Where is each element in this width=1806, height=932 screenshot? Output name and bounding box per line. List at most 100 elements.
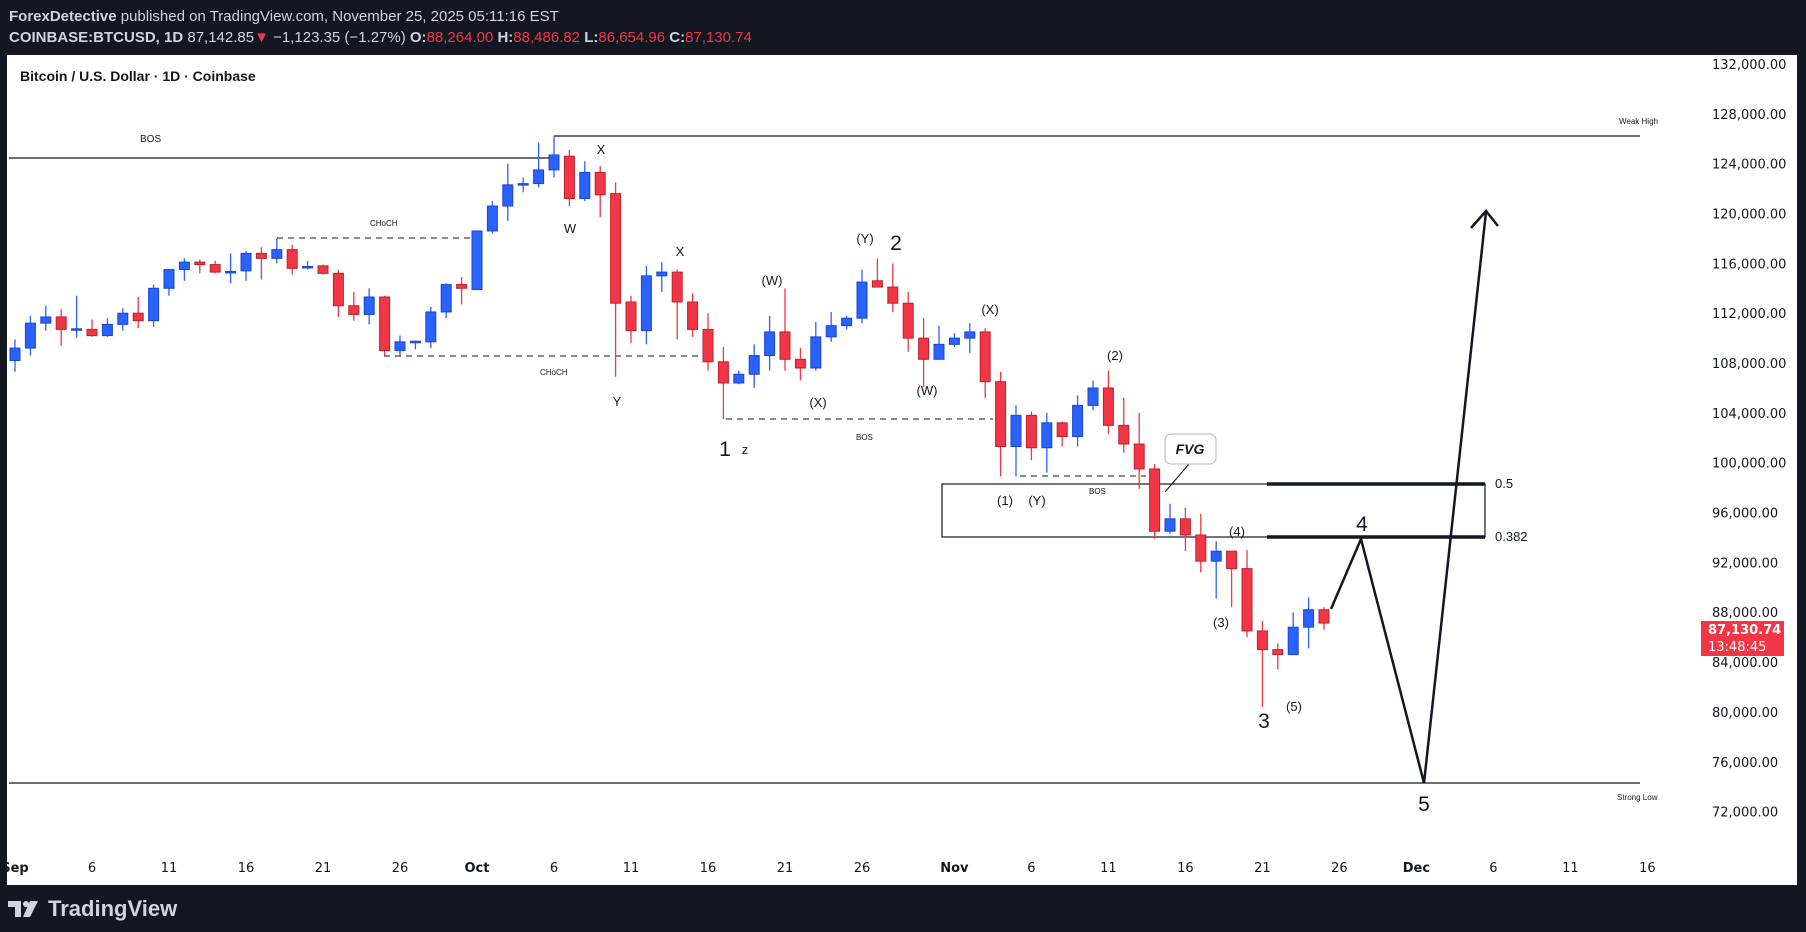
candle[interactable] xyxy=(548,136,560,178)
candle[interactable] xyxy=(286,244,298,275)
date-tick-label: 11 xyxy=(161,861,178,876)
author-name[interactable]: ForexDetective xyxy=(9,8,117,25)
time-axis[interactable]: Sep 6 11 16 21 26 Oct 6 11 16 21 26 Nov 6 11 16 21 26 Dec 6… xyxy=(7,861,1656,876)
price-axis[interactable]: 132,000.00 128,000.00 124,000.00 120,000.00… xyxy=(1712,58,1786,821)
candle[interactable] xyxy=(348,292,360,321)
candle[interactable] xyxy=(517,177,529,193)
candle[interactable] xyxy=(856,269,868,324)
candle[interactable] xyxy=(1025,411,1037,461)
candle[interactable] xyxy=(209,260,221,274)
candle[interactable] xyxy=(40,305,52,331)
candle[interactable] xyxy=(1241,549,1253,638)
candle[interactable] xyxy=(995,371,1007,477)
candle[interactable] xyxy=(1318,607,1330,630)
candle[interactable] xyxy=(302,260,314,270)
candle[interactable] xyxy=(440,283,452,319)
candle[interactable] xyxy=(563,149,575,207)
candle[interactable] xyxy=(579,161,591,202)
candle[interactable] xyxy=(178,258,190,281)
candle[interactable] xyxy=(1272,643,1284,670)
candle[interactable] xyxy=(1041,412,1053,473)
candle[interactable] xyxy=(1072,395,1084,447)
candle[interactable] xyxy=(1149,463,1161,539)
candle[interactable] xyxy=(717,346,729,420)
candle[interactable] xyxy=(594,166,606,218)
candle[interactable] xyxy=(55,309,67,346)
candle[interactable] xyxy=(887,263,899,312)
candle[interactable] xyxy=(9,339,21,372)
candle[interactable] xyxy=(933,325,945,360)
candle[interactable] xyxy=(702,313,714,371)
candle[interactable] xyxy=(271,238,283,264)
tradingview-logo[interactable]: TradingView xyxy=(8,896,177,922)
candle[interactable] xyxy=(1195,513,1207,573)
candle[interactable] xyxy=(456,277,468,305)
fvg-callout[interactable] xyxy=(1164,433,1217,465)
candle[interactable] xyxy=(363,288,375,325)
candle[interactable] xyxy=(486,201,498,234)
candle-body xyxy=(1272,649,1284,656)
price-tick-label: 104,000.00 xyxy=(1712,407,1786,422)
candle[interactable] xyxy=(764,315,776,371)
candle[interactable] xyxy=(86,319,98,337)
wave-projection-path[interactable] xyxy=(1329,211,1488,784)
candle[interactable] xyxy=(317,264,329,275)
candle[interactable] xyxy=(687,293,699,337)
wave-label-y-sub: (Y) xyxy=(1028,493,1045,508)
candle[interactable] xyxy=(1210,541,1222,599)
candle[interactable] xyxy=(1102,370,1114,435)
candle[interactable] xyxy=(825,311,837,342)
candle[interactable] xyxy=(1118,397,1130,453)
candle[interactable] xyxy=(225,253,237,284)
candle[interactable] xyxy=(240,250,252,281)
candle[interactable] xyxy=(671,269,683,340)
candle[interactable] xyxy=(1010,405,1022,477)
candle[interactable] xyxy=(409,340,421,350)
candle[interactable] xyxy=(425,306,437,349)
candle[interactable] xyxy=(794,348,806,381)
chart-panel[interactable]: BOS Weak High CHoCH CHoCH BOS BOS Strong… xyxy=(7,55,1797,885)
fib-zone-box[interactable] xyxy=(941,483,1486,538)
candle[interactable] xyxy=(656,262,668,293)
candle[interactable] xyxy=(733,370,745,385)
candle[interactable] xyxy=(841,315,853,330)
candle[interactable] xyxy=(1087,380,1099,411)
candle[interactable] xyxy=(1303,597,1315,649)
candle[interactable] xyxy=(640,265,652,345)
candle[interactable] xyxy=(117,308,129,331)
candle[interactable] xyxy=(810,321,822,371)
candle[interactable] xyxy=(1256,620,1268,707)
candle[interactable] xyxy=(71,295,83,339)
candle[interactable] xyxy=(132,297,144,329)
candle[interactable] xyxy=(502,163,514,221)
candle[interactable] xyxy=(194,259,206,274)
candle[interactable] xyxy=(871,258,883,288)
candle[interactable] xyxy=(979,328,991,398)
candle[interactable] xyxy=(610,182,622,377)
price-chart[interactable]: BOS Weak High CHoCH CHoCH BOS BOS Strong… xyxy=(7,55,1797,885)
candle[interactable] xyxy=(779,288,791,371)
candle[interactable] xyxy=(24,315,36,356)
price-tick-label: 128,000.00 xyxy=(1712,108,1786,123)
candle[interactable] xyxy=(1133,412,1145,489)
candle[interactable] xyxy=(471,230,483,291)
candle[interactable] xyxy=(1179,507,1191,552)
candle[interactable] xyxy=(394,335,406,356)
candle[interactable] xyxy=(255,247,267,280)
candle[interactable] xyxy=(902,292,914,352)
candle[interactable] xyxy=(379,295,391,356)
candle[interactable] xyxy=(148,284,160,327)
candle[interactable] xyxy=(533,142,545,188)
candle[interactable] xyxy=(1056,421,1068,447)
candle[interactable] xyxy=(1287,612,1299,656)
candle[interactable] xyxy=(918,318,930,387)
candle[interactable] xyxy=(163,269,175,296)
candle[interactable] xyxy=(948,333,960,347)
candle[interactable] xyxy=(748,344,760,388)
candle[interactable] xyxy=(1164,503,1176,534)
candle[interactable] xyxy=(332,269,344,317)
candle[interactable] xyxy=(1226,550,1238,608)
candle[interactable] xyxy=(101,318,113,337)
candle[interactable] xyxy=(625,295,637,344)
candle[interactable] xyxy=(964,323,976,354)
